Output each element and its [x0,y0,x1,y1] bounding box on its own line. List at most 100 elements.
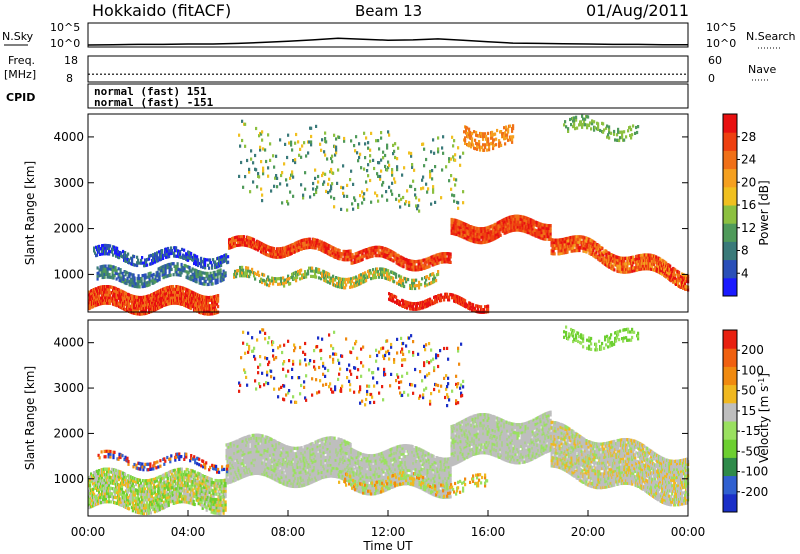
velocity-cell [117,475,121,479]
echo-cell [455,300,458,304]
echo-cell [507,127,510,131]
echo-cell [640,253,643,257]
echo-cell [109,244,112,248]
echo-cell [493,143,496,147]
echo-cell [292,194,295,198]
echo-cell [634,131,637,135]
echo-cell [581,125,584,129]
echo-cell [127,252,130,256]
echo-cell [442,254,445,258]
echo-cell [252,238,256,242]
echo-cell [397,146,400,150]
echo-cell [179,299,182,303]
echo-cell [122,298,125,302]
echo-cell [177,267,180,271]
echo-cell [481,145,484,150]
echo-cell [425,278,428,282]
echo-cell [187,291,190,295]
echo-cell [382,150,385,154]
echo-cell [262,147,265,151]
velocity-cell [102,470,106,474]
velocity-cell [106,492,110,496]
echo-cell [392,296,395,300]
echo-cell [177,273,180,277]
echo-cell [168,262,171,266]
echo-cell [569,117,572,122]
colorbar-swatch [723,168,737,188]
velocity-cell [107,472,111,477]
echo-cell [413,168,416,172]
echo-cell [128,274,131,279]
echo-cell [362,272,365,276]
echo-cell [470,145,473,149]
velocity-cell [123,478,127,482]
velocity-cell [96,469,99,473]
echo-cell [672,280,675,284]
echo-cell [200,311,203,315]
echo-cell [612,265,615,269]
echo-cell [470,239,473,243]
echo-cell [394,155,397,160]
echo-cell [216,278,219,282]
echo-cell [208,266,211,270]
echo-cell [499,233,502,237]
echo-cell [425,257,428,261]
range-tick-label: 4000 [53,130,84,144]
echo-cell [324,250,327,254]
echo-cell [193,273,196,278]
velocity-cell [129,494,132,498]
echo-cell [152,261,155,265]
echo-cell [383,273,386,277]
echo-cell [358,142,361,146]
echo-cell [312,181,315,186]
echo-cell [130,281,133,285]
echo-cell [431,299,434,303]
echo-cell [108,252,111,256]
echo-cell [392,299,395,303]
echo-cell [457,222,460,226]
echo-cell [166,249,169,254]
echo-cell [467,224,470,228]
echo-cell [632,124,635,128]
velocity-cell [131,487,134,491]
colorbar-swatch [723,259,737,279]
echo-cell [361,257,364,261]
echo-cell [207,301,210,305]
echo-cell [161,273,164,277]
echo-cell [343,194,346,198]
echo-cell [146,311,149,315]
echo-cell [246,271,249,275]
echo-cell [132,281,135,285]
echo-cell [328,275,331,279]
echo-cell [431,169,434,173]
echo-cell [472,303,475,307]
echo-cell [185,270,188,274]
velocity-cell [108,489,112,493]
echo-cell [571,243,574,248]
echo-cell [449,252,452,256]
echo-cell [301,144,304,148]
echo-cell [225,258,228,262]
echo-cell [680,277,683,281]
echo-cell [204,260,207,264]
echo-cell [108,249,111,253]
echo-cell [499,141,502,145]
echo-cell [574,127,577,131]
velocity-cell [92,490,95,494]
echo-cell [424,263,427,267]
echo-cell [290,143,293,147]
echo-cell [95,245,98,249]
echo-cell [411,163,414,167]
echo-cell [209,258,212,262]
echo-cell [619,259,622,263]
echo-cell [342,191,345,195]
echo-cell [193,261,196,266]
echo-cell [488,145,491,149]
echo-cell [212,306,215,310]
echo-cell [402,299,405,303]
echo-cell [153,300,156,304]
echo-cell [321,274,324,278]
echo-cell [397,254,400,258]
velocity-cell [99,498,102,502]
echo-cell [401,173,404,177]
